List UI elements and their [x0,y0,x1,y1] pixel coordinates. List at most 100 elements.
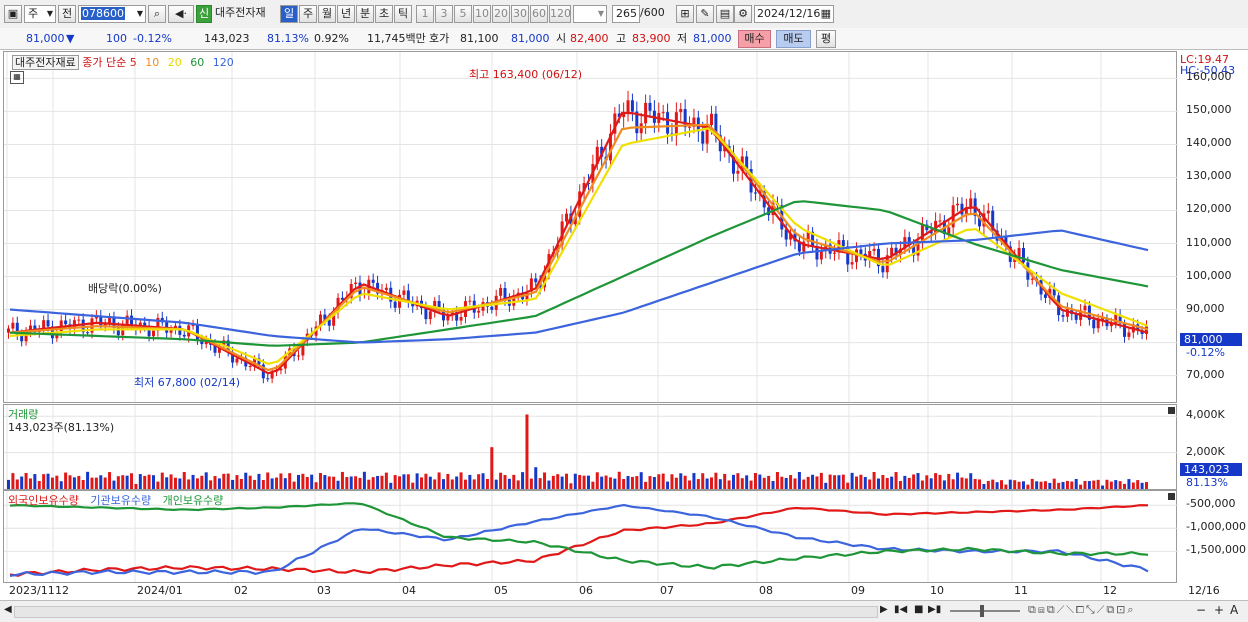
tool-icons[interactable]: ⧉⧈⧉⟋⟍⧠⤡⟋⧉⊡⌕ [1028,603,1136,616]
price-candle [125,315,129,324]
tab-minute[interactable]: 분 [356,5,374,23]
zoom-in-icon[interactable]: + [1214,603,1225,617]
x-tick-label: 06 [579,584,593,597]
price-candle [666,112,670,134]
volume-bar [187,479,191,489]
hoga-label: 호가 [429,32,450,45]
volume-bar [257,473,261,489]
price-candle [46,320,50,327]
tab-tick[interactable]: 틱 [394,5,412,23]
tab-day[interactable]: 일 [280,5,298,23]
price-candle [969,198,973,208]
tab-second[interactable]: 초 [375,5,393,23]
price-candle [270,371,274,379]
mode-select[interactable]: 주 ▼ [24,5,56,23]
price-candle [582,182,586,192]
x-tick-label: 07 [660,584,674,597]
volume-bar [833,475,837,489]
interval-select[interactable]: ▼ [573,5,607,23]
volume-bar [463,479,467,489]
zoom-slider[interactable] [950,610,1020,612]
gear-icon[interactable]: ⚙ [734,5,752,23]
min-opt-3[interactable]: 3 [435,5,453,23]
volume-bar [213,475,217,489]
volume-bar [789,475,793,489]
price-candle [349,283,353,298]
x-tick-label: 03 [317,584,331,597]
bottom-bar: ◀ ▶ ▮◀ ■ ▶▮ ⧉⧈⧉⟋⟍⧠⤡⟋⧉⊡⌕ − + A [0,600,1248,622]
min-opt-1[interactable]: 1 [416,5,434,23]
ma-period-20: 20 [167,56,182,69]
scroll-left-icon[interactable]: ◀ [4,604,12,615]
code-input[interactable]: 078600 ▼ [78,5,146,23]
scrollbar[interactable] [14,606,878,618]
min-opt-120[interactable]: 120 [549,5,571,23]
price-candle [679,109,683,113]
shin-badge[interactable]: 신 [196,5,212,23]
price-candle [156,317,160,331]
volume-bar [24,472,28,489]
prev-button[interactable]: 전 [58,5,76,23]
avg-button[interactable]: 평 [816,30,836,48]
price-candle [881,266,885,273]
zoom-handle[interactable] [980,605,984,617]
chart-menu-icon[interactable]: ▣ [4,5,22,23]
volume-bar [116,476,120,489]
close-panel-icon[interactable] [1168,407,1175,414]
volume-bar [28,478,32,489]
stock-name-tag[interactable]: 대주전자재료 [12,55,79,70]
min-opt-5[interactable]: 5 [454,5,472,23]
volume-bar [371,477,375,489]
volume-current-pct: 81.13% [1186,476,1228,489]
table-icon[interactable]: ▦ [10,71,24,84]
price-candle [784,229,788,240]
min-opt-10[interactable]: 10 [473,5,491,23]
volume-bar [824,482,828,489]
price-candle [1096,319,1100,329]
price-candle [890,247,894,256]
close-panel-icon[interactable] [1168,493,1175,500]
sell-button[interactable]: 매도 [776,30,811,48]
volume-bar [749,480,753,489]
nav-last-icon[interactable]: ▶▮ [928,604,942,615]
date-input[interactable]: 2024/12/16 ▦ [754,5,834,23]
volume-bar [125,475,129,489]
price-candle [169,329,173,333]
volume-bar [222,473,226,489]
tab-week[interactable]: 주 [299,5,317,23]
buy-button[interactable]: 매수 [738,30,771,48]
min-opt-20[interactable]: 20 [492,5,510,23]
sound-icon[interactable]: ◀· [168,5,194,23]
count-input[interactable]: 265 [612,5,640,23]
search-icon[interactable]: ⌕ [148,5,166,23]
volume-bar [705,478,709,489]
volume-bar [485,478,489,489]
nav-stop-icon[interactable]: ■ [914,604,924,615]
volume-tick-label: 2,000K [1186,444,1225,458]
scroll-right-icon[interactable]: ▶ [880,604,888,615]
x-tick-label: 05 [494,584,508,597]
price-candle [731,153,735,174]
tab-month[interactable]: 월 [318,5,336,23]
draw-tool-icon[interactable]: ✎ [696,5,714,23]
min-opt-60[interactable]: 60 [530,5,548,23]
zoom-out-icon[interactable]: − [1196,603,1207,617]
ma-period-120: 120 [212,56,234,69]
font-icon[interactable]: A [1230,603,1239,617]
crosshair-icon[interactable]: ⊞ [676,5,694,23]
volume-bar [248,475,252,489]
current-change-tag: -0.12% [1186,346,1225,359]
nav-first-icon[interactable]: ▮◀ [894,604,908,615]
save-icon[interactable]: ▤ [716,5,734,23]
min-opt-30[interactable]: 30 [511,5,529,23]
volume-bar [784,477,788,489]
volume-bar [639,472,643,489]
volume-bar [551,475,555,489]
count-total: /600 [640,6,665,19]
price-candle [1043,294,1047,298]
price-candle [644,102,648,124]
volume-bar [296,474,300,489]
tab-year[interactable]: 년 [337,5,355,23]
price-candle [191,325,195,327]
price-candle [332,312,336,326]
